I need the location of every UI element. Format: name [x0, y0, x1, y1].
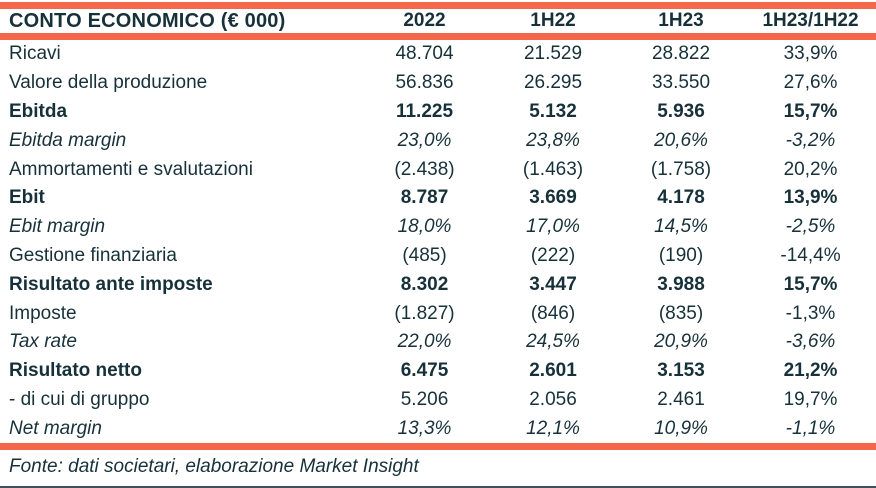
- cell-2022: 48.704: [395, 43, 454, 65]
- cell-1h22: 5.132: [529, 100, 577, 122]
- cell-1h22: 21.529: [523, 43, 583, 65]
- cell-1h23: (190): [658, 244, 704, 266]
- table-title: CONTO ECONOMICO (€ 000): [9, 9, 286, 32]
- cell-1h23: 3.153: [657, 360, 705, 382]
- cell-1h22: 17,0%: [526, 216, 580, 238]
- cell-2022: 8.302: [400, 273, 449, 295]
- cell-1h23-1h22: -3,6%: [785, 331, 836, 353]
- bottom-accent-bar: [0, 443, 876, 451]
- cell-1h23-1h22: 19,7%: [783, 388, 838, 410]
- cell-1h22: (222): [530, 244, 576, 266]
- cell-2022: (1.827): [394, 302, 455, 324]
- cell-1h23-1h22: 27,6%: [783, 72, 838, 94]
- row-label: Net margin: [9, 417, 102, 439]
- cell-1h23: 20,9%: [654, 331, 708, 353]
- table-row: Imposte (1.827) (846) (835) -1,3%: [0, 299, 876, 328]
- bottom-rule: [0, 486, 876, 488]
- cell-1h22: 12,1%: [526, 417, 580, 439]
- cell-1h23: (835): [658, 302, 704, 324]
- cell-1h22: 24,5%: [526, 331, 580, 353]
- cell-1h23: 10,9%: [654, 417, 708, 439]
- cell-1h22: 26.295: [523, 72, 583, 94]
- cell-2022: 23,0%: [397, 129, 452, 151]
- header-accent-bar: [0, 33, 876, 40]
- cell-1h23: 3.988: [657, 273, 705, 295]
- cell-1h23: 5.936: [657, 100, 705, 122]
- cell-1h23-1h22: 15,7%: [783, 273, 838, 295]
- cell-2022: 18,0%: [397, 216, 452, 238]
- column-header-1h23: 1H23: [658, 10, 704, 31]
- cell-1h22: (1.463): [522, 158, 584, 180]
- cell-1h23: (1.758): [650, 158, 712, 180]
- table-row: Gestione finanziaria (485) (222) (190) -…: [0, 242, 876, 271]
- row-label: - di cui di gruppo: [9, 388, 150, 410]
- cell-2022: 22,0%: [397, 331, 452, 353]
- table-row: Ebit margin 18,0% 17,0% 14,5% -2,5%: [0, 213, 876, 242]
- cell-2022: 13,3%: [397, 417, 452, 439]
- cell-1h23: 2.461: [657, 388, 705, 410]
- cell-1h23: 28.822: [651, 43, 711, 65]
- cell-1h23-1h22: -1,3%: [785, 302, 836, 324]
- table-row: Risultato ante imposte 8.302 3.447 3.988…: [0, 270, 876, 299]
- row-label: Ammortamenti e svalutazioni: [9, 158, 253, 180]
- column-header-1h23-1h22: 1H23/1H22: [762, 10, 859, 31]
- cell-1h23-1h22: 20,2%: [783, 158, 838, 180]
- row-label: Ebitda: [9, 100, 68, 122]
- row-label: Gestione finanziaria: [9, 244, 177, 266]
- table-row: Ebit 8.787 3.669 4.178 13,9%: [0, 184, 876, 213]
- row-label: Risultato ante imposte: [9, 273, 213, 295]
- cell-2022: (485): [402, 244, 447, 266]
- table-row: Ammortamenti e svalutazioni (2.438) (1.4…: [0, 155, 876, 184]
- cell-1h23-1h22: 15,7%: [783, 100, 838, 122]
- cell-1h23-1h22: 13,9%: [783, 187, 838, 209]
- table-row: Valore della produzione 56.836 26.295 33…: [0, 69, 876, 98]
- table-row: Ebitda 11.225 5.132 5.936 15,7%: [0, 98, 876, 127]
- table-row: Ebitda margin 23,0% 23,8% 20,6% -3,2%: [0, 126, 876, 155]
- cell-1h22: 2.601: [529, 360, 577, 382]
- cell-2022: (2.438): [394, 158, 455, 180]
- cell-1h22: 3.447: [529, 273, 577, 295]
- cell-2022: 11.225: [395, 100, 454, 122]
- cell-1h23-1h22: 33,9%: [783, 43, 838, 65]
- row-label: Ricavi: [9, 43, 61, 65]
- cell-2022: 6.475: [400, 360, 449, 382]
- row-label: Risultato netto: [9, 360, 142, 382]
- table-row: Tax rate 22,0% 24,5% 20,9% -3,6%: [0, 328, 876, 357]
- row-label: Imposte: [9, 302, 77, 324]
- table-row: - di cui di gruppo 5.206 2.056 2.461 19,…: [0, 386, 876, 415]
- cell-2022: 8.787: [400, 187, 449, 209]
- table-row: Risultato netto 6.475 2.601 3.153 21,2%: [0, 357, 876, 386]
- cell-1h23: 33.550: [651, 72, 711, 94]
- row-label: Tax rate: [9, 331, 77, 353]
- cell-1h23-1h22: 21,2%: [783, 360, 838, 382]
- column-header-2022: 2022: [403, 10, 446, 31]
- source-note: Fonte: dati societari, elaborazione Mark…: [9, 456, 419, 478]
- cell-1h23-1h22: -2,5%: [785, 216, 836, 238]
- cell-1h22: 2.056: [529, 388, 577, 410]
- cell-1h22: (846): [530, 302, 576, 324]
- cell-1h23: 14,5%: [654, 216, 708, 238]
- row-label: Ebit margin: [9, 216, 106, 238]
- cell-1h23: 4.178: [657, 187, 705, 209]
- row-label: Ebit: [9, 187, 45, 209]
- cell-2022: 56.836: [395, 72, 454, 94]
- cell-1h22: 3.669: [529, 187, 577, 209]
- cell-1h23: 20,6%: [654, 129, 708, 151]
- row-label: Valore della produzione: [9, 72, 208, 94]
- table-row: Ricavi 48.704 21.529 28.822 33,9%: [0, 40, 876, 69]
- cell-2022: 5.206: [400, 388, 449, 410]
- column-header-1h22: 1H22: [530, 10, 576, 31]
- row-label: Ebitda margin: [9, 129, 127, 151]
- cell-1h22: 23,8%: [526, 129, 580, 151]
- cell-1h23-1h22: -3,2%: [785, 129, 836, 151]
- cell-1h23-1h22: -1,1%: [785, 417, 836, 439]
- cell-1h23-1h22: -14,4%: [780, 244, 841, 266]
- table-body: Ricavi 48.704 21.529 28.822 33,9% Valore…: [0, 40, 876, 443]
- table-row: Net margin 13,3% 12,1% 10,9% -1,1%: [0, 414, 876, 443]
- table-header-row: CONTO ECONOMICO (€ 000) 2022 1H22 1H23 1…: [0, 9, 876, 33]
- top-accent-bar: [0, 2, 876, 9]
